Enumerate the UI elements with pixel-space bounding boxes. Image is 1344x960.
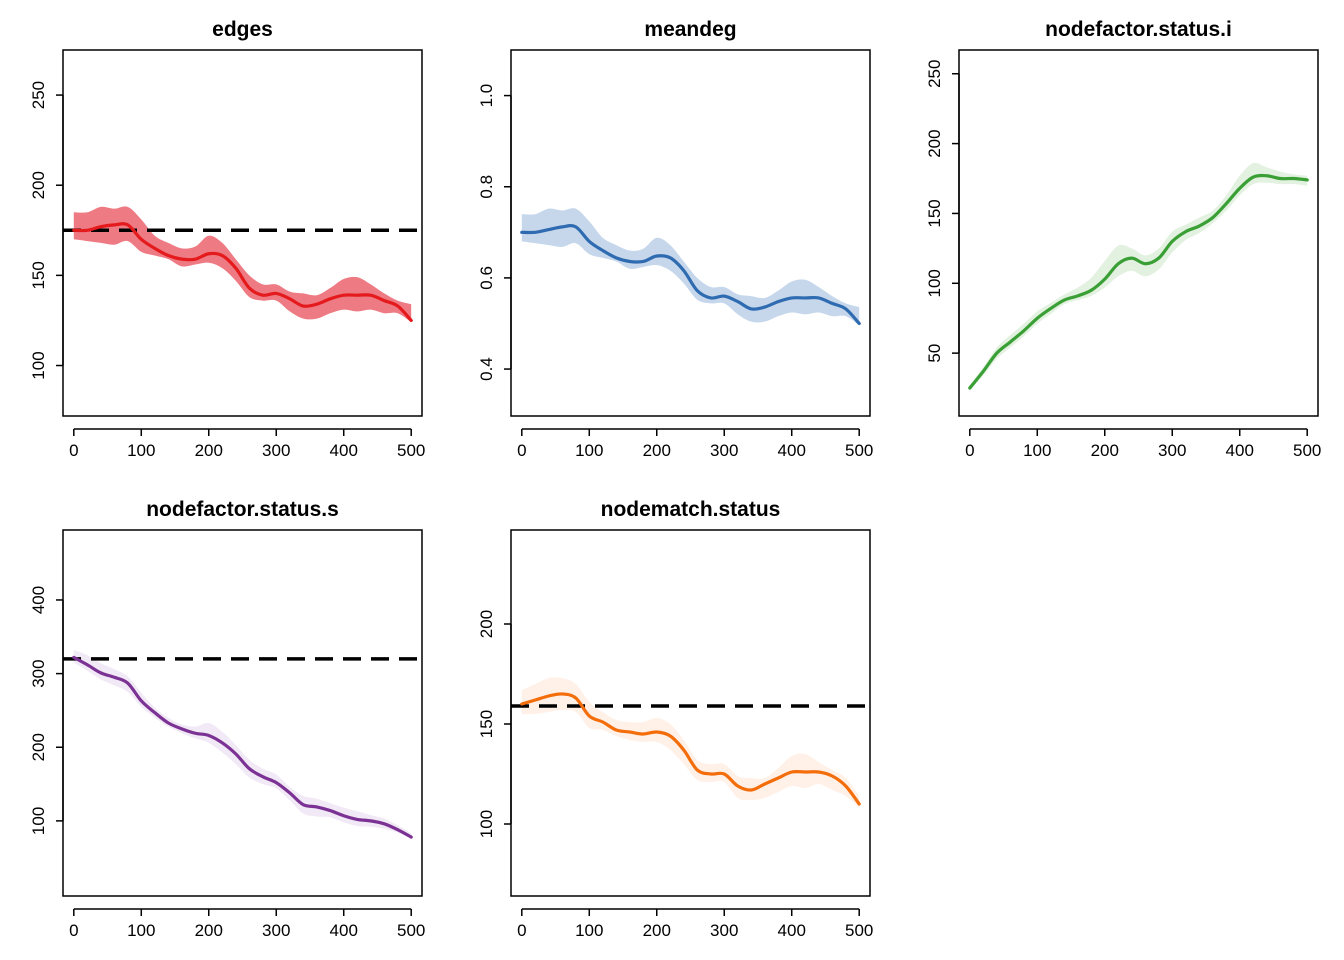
x-tick-label: 200 [195, 441, 223, 460]
x-tick-label: 300 [710, 921, 738, 940]
mean-line [72, 655, 413, 839]
x-tick-label: 400 [778, 441, 806, 460]
mean-line [520, 692, 861, 806]
x-tick-label: 100 [1023, 441, 1051, 460]
chart-panel: 0 100 200 300 400 500 100 150 200 250 edges [29, 18, 425, 460]
y-tick-label: 100 [29, 351, 48, 379]
plot-area [511, 677, 870, 808]
x-tick-label: 400 [330, 921, 358, 940]
chart-panel: 0 100 200 300 400 500 50 100 150 200 250 nodefactor… [925, 18, 1321, 460]
x-tick-label: 500 [845, 441, 873, 460]
plot-area [63, 206, 422, 323]
y-tick-label: 200 [29, 733, 48, 761]
y-tick-label: 100 [925, 269, 944, 297]
x-tick-label: 400 [330, 441, 358, 460]
x-tick-label: 0 [965, 441, 974, 460]
y-tick-label: 150 [29, 261, 48, 289]
panel-title: nodematch.status [601, 498, 781, 521]
y-tick-label: 100 [29, 807, 48, 835]
x-tick-label: 0 [69, 441, 78, 460]
panel-title: edges [212, 18, 273, 41]
y-tick-label: 150 [925, 199, 944, 227]
x-tick-label: 400 [1226, 441, 1254, 460]
mean-line [72, 222, 413, 323]
x-tick-label: 500 [397, 921, 425, 940]
x-tick-label: 300 [710, 441, 738, 460]
x-tick-label: 0 [69, 921, 78, 940]
panel-title: meandeg [644, 18, 736, 41]
x-tick-label: 100 [127, 921, 155, 940]
y-tick-label: 100 [477, 810, 496, 838]
plot-area [63, 650, 422, 839]
y-tick-label: 200 [29, 171, 48, 199]
y-tick-label: 200 [477, 610, 496, 638]
x-tick-label: 500 [1293, 441, 1321, 460]
chart-panel: 0 100 200 300 400 500 100 200 300 400 nodefactor.s… [29, 498, 425, 940]
x-tick-label: 200 [643, 921, 671, 940]
chart-panel: 0 100 200 300 400 500 100 150 200 nodematch.statu… [477, 498, 873, 940]
y-tick-label: 0.4 [477, 357, 496, 381]
plot-area [520, 208, 861, 326]
y-tick-label: 400 [29, 586, 48, 614]
y-tick-label: 200 [925, 129, 944, 157]
x-tick-label: 500 [397, 441, 425, 460]
y-tick-label: 0.8 [477, 175, 496, 199]
y-tick-label: 250 [925, 60, 944, 88]
x-tick-label: 500 [845, 921, 873, 940]
x-tick-label: 200 [195, 921, 223, 940]
y-tick-label: 0.6 [477, 266, 496, 290]
x-tick-label: 100 [575, 441, 603, 460]
x-tick-label: 300 [1158, 441, 1186, 460]
x-tick-label: 200 [1091, 441, 1119, 460]
y-tick-label: 50 [925, 344, 944, 363]
x-tick-label: 300 [262, 921, 290, 940]
y-tick-label: 250 [29, 81, 48, 109]
confidence-band [521, 677, 860, 808]
chart-panel: 0 100 200 300 400 500 0.4 0.6 0.8 1.0 meandeg [477, 18, 873, 460]
x-tick-label: 100 [575, 921, 603, 940]
plot-area [968, 162, 1309, 390]
panel-title: nodefactor.status.s [146, 498, 339, 521]
x-tick-label: 300 [262, 441, 290, 460]
panel-title: nodefactor.status.i [1045, 18, 1232, 41]
confidence-band [73, 650, 412, 839]
y-tick-label: 1.0 [477, 84, 496, 108]
y-tick-label: 150 [477, 710, 496, 738]
confidence-band [521, 208, 860, 326]
mean-line [968, 173, 1309, 390]
x-tick-label: 400 [778, 921, 806, 940]
x-tick-label: 0 [517, 921, 526, 940]
confidence-band [73, 206, 412, 323]
mean-line [520, 224, 861, 326]
x-tick-label: 200 [643, 441, 671, 460]
y-tick-label: 300 [29, 659, 48, 687]
x-tick-label: 100 [127, 441, 155, 460]
x-tick-label: 0 [517, 441, 526, 460]
